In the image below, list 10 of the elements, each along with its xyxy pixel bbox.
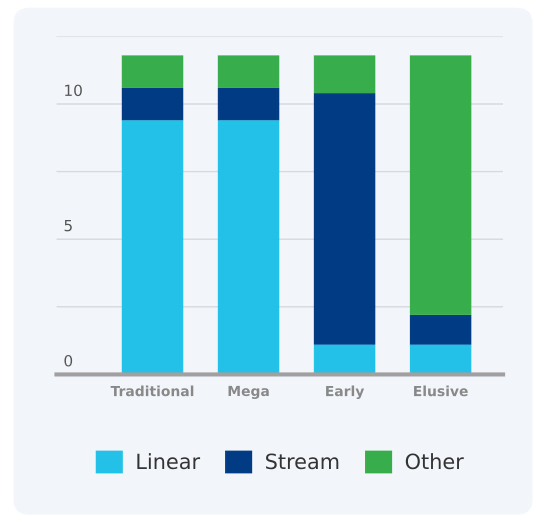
x-tick-label: Elusive: [414, 386, 468, 396]
x-tick-label: Early: [326, 386, 364, 400]
y-tick-label: 5: [64, 220, 72, 232]
x-tick-label: Mega: [228, 386, 269, 399]
legend-label: Linear: [137, 453, 200, 470]
legend-label: Stream: [266, 453, 338, 470]
legend-label: Other: [406, 453, 464, 470]
y-tick-label: 0: [64, 354, 72, 367]
x-tick-label: Traditional: [110, 386, 194, 396]
y-tick-label: 10: [65, 84, 82, 96]
